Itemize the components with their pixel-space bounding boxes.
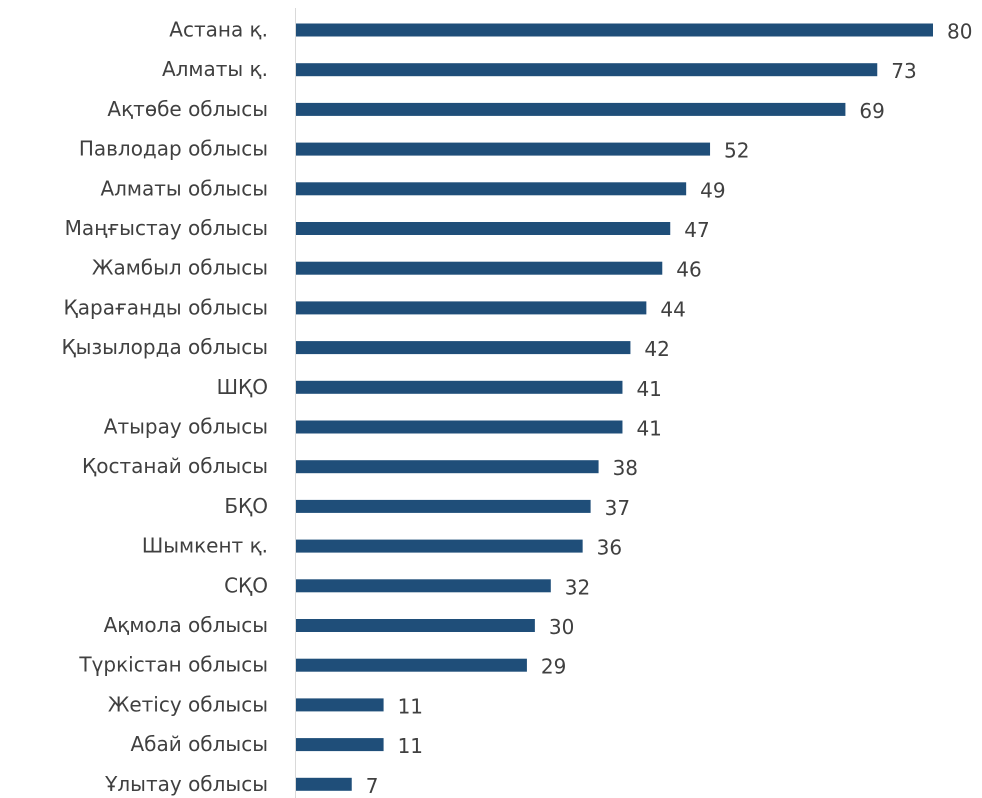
category-label: Ақтөбе облысы xyxy=(107,97,268,121)
category-label: СҚО xyxy=(224,573,268,597)
bar xyxy=(296,23,933,37)
value-label: 29 xyxy=(541,655,566,679)
value-label: 30 xyxy=(549,615,574,639)
category-label: ШҚО xyxy=(217,375,268,399)
bar xyxy=(296,261,663,275)
bar xyxy=(296,63,878,77)
bar xyxy=(296,301,647,315)
bar xyxy=(296,380,623,394)
value-label: 7 xyxy=(366,774,379,798)
bar xyxy=(296,738,384,752)
value-label: 42 xyxy=(644,337,669,361)
category-label: Ақмола облысы xyxy=(104,613,268,637)
bar xyxy=(296,698,384,712)
bar xyxy=(296,420,623,434)
value-label: 73 xyxy=(891,59,916,83)
bar xyxy=(296,777,352,791)
value-label: 80 xyxy=(947,20,972,44)
value-label: 44 xyxy=(660,297,685,321)
category-label: Алматы облысы xyxy=(100,176,268,200)
category-label: Жамбыл облысы xyxy=(92,256,268,280)
value-label: 49 xyxy=(700,178,725,202)
value-label: 11 xyxy=(398,734,423,758)
value-label: 52 xyxy=(724,139,749,163)
category-label: БҚО xyxy=(224,494,268,518)
category-label: Абай облысы xyxy=(130,732,268,756)
value-label: 11 xyxy=(398,694,423,718)
category-label: Қостанай облысы xyxy=(82,454,268,478)
bar xyxy=(296,142,711,156)
value-label: 32 xyxy=(565,575,590,599)
value-label: 41 xyxy=(636,417,661,441)
category-label: Маңғыстау облысы xyxy=(65,216,268,240)
bar xyxy=(296,579,551,593)
category-label: Қарағанды облысы xyxy=(64,295,268,319)
category-label: Астана қ. xyxy=(169,18,268,42)
bar xyxy=(296,222,671,235)
value-label: 36 xyxy=(597,536,622,560)
bar xyxy=(296,182,687,196)
bar xyxy=(296,619,535,632)
bar xyxy=(296,341,631,355)
category-label: Шымкент қ. xyxy=(142,534,268,558)
bar xyxy=(296,499,591,513)
bar xyxy=(296,102,846,116)
category-label: Қызылорда облысы xyxy=(61,335,268,359)
value-label: 37 xyxy=(605,496,630,520)
category-label: Ұлытау облысы xyxy=(104,772,268,796)
value-label: 41 xyxy=(636,377,661,401)
value-label: 69 xyxy=(859,99,884,123)
bar xyxy=(296,460,599,474)
category-label: Жетісу облысы xyxy=(108,692,268,716)
category-label: Павлодар облысы xyxy=(79,137,268,161)
bar xyxy=(296,658,527,672)
category-label: Атырау облысы xyxy=(104,415,268,439)
category-label: Түркістан облысы xyxy=(78,653,268,677)
value-label: 47 xyxy=(684,218,709,242)
bar xyxy=(296,539,583,553)
value-label: 46 xyxy=(676,258,701,282)
value-label: 38 xyxy=(613,456,638,480)
category-label: Алматы қ. xyxy=(162,57,268,81)
